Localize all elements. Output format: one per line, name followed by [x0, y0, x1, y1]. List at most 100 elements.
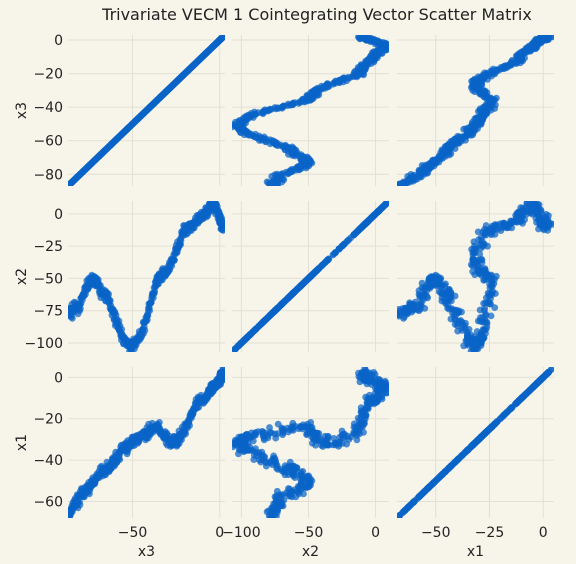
x-axis-label: x1: [467, 544, 484, 560]
scatter-point: [489, 65, 497, 73]
scatter-point: [251, 326, 258, 334]
panel-x2-vs-x3: [68, 194, 225, 352]
points-group: [397, 35, 554, 186]
scatter-point: [219, 217, 225, 224]
panel-x3-vs-x3: [68, 35, 225, 186]
scatter-point: [297, 468, 305, 476]
scatter-point: [77, 305, 84, 312]
scatter-point: [365, 373, 372, 381]
scatter-point: [545, 219, 552, 227]
scatter-point: [291, 288, 299, 295]
scatter-point: [471, 242, 478, 250]
scatter-point: [489, 422, 497, 429]
scatter-point: [458, 308, 465, 316]
points-group: [397, 194, 554, 352]
scatter-point: [441, 282, 449, 289]
scatter-point: [389, 194, 396, 201]
scatter-point: [232, 442, 239, 449]
scatter-point: [288, 143, 296, 151]
panel-x3-vs-x1: [397, 35, 554, 186]
scatter-point: [447, 290, 454, 298]
scatter-point: [472, 256, 480, 264]
scatter-point: [404, 310, 411, 318]
scatter-point: [476, 250, 484, 258]
scatter-point: [493, 94, 500, 102]
scatter-point: [540, 373, 547, 381]
panel-x1-vs-x3: [68, 367, 225, 518]
x-tick-label: −50: [118, 525, 148, 541]
y-tick-label: −40: [33, 100, 63, 116]
scatter-point: [523, 201, 529, 203]
scatter-point: [469, 345, 476, 352]
points-group: [397, 367, 554, 518]
scatter-point: [407, 301, 415, 308]
scatter-panels: [68, 35, 554, 518]
scatter-point: [478, 256, 486, 264]
scatter-point: [429, 273, 436, 281]
scatter-point: [354, 422, 362, 429]
scatter-point: [263, 178, 271, 186]
y-tick-label: −60: [33, 134, 63, 150]
scatter-point: [525, 194, 532, 201]
scatter-point: [209, 194, 216, 201]
points-group: [68, 367, 225, 518]
points-group: [232, 35, 389, 186]
points-group: [68, 35, 225, 186]
scatter-point: [278, 501, 285, 509]
scatter-point: [307, 419, 315, 426]
panel-x2-vs-x1: [397, 194, 554, 352]
scatter-point: [454, 456, 462, 463]
scatter-point: [260, 455, 268, 462]
scatter-point: [116, 456, 124, 463]
scatter-point: [481, 69, 488, 77]
scatter-point: [481, 226, 488, 233]
y-tick-label: −60: [33, 494, 63, 510]
y-tick-label: −25: [33, 239, 63, 255]
scatter-point: [474, 266, 482, 274]
scatter-point: [252, 130, 259, 138]
scatter-point: [251, 108, 258, 116]
scatter-point: [284, 294, 292, 302]
panel-x2-vs-x2: [232, 194, 396, 352]
scatter-point: [480, 307, 488, 315]
scatter-point: [480, 326, 487, 334]
scatter-point: [489, 288, 496, 295]
y-axis-label: x3: [14, 102, 30, 119]
scatter-point: [323, 256, 331, 264]
x-tick-label: −100: [222, 525, 260, 541]
scatter-point: [171, 256, 178, 264]
scatter-point: [487, 312, 495, 320]
scatter-point: [182, 430, 190, 438]
x-tick-label: 0: [215, 525, 224, 541]
scatter-point: [387, 391, 389, 397]
x-axis-label: x3: [138, 544, 155, 560]
scatter-point: [455, 317, 463, 325]
y-tick-label: −50: [33, 271, 63, 287]
scatter-point: [545, 368, 552, 376]
x-tick-label: 0: [539, 525, 548, 541]
scatter-point: [219, 35, 225, 41]
x-axis-label: x2: [302, 544, 319, 560]
scatter-point: [400, 314, 407, 322]
scatter-point: [260, 133, 268, 141]
scatter-point: [271, 493, 279, 501]
scatter-point: [68, 314, 76, 322]
scatter-point: [545, 35, 552, 41]
points-group: [68, 194, 225, 352]
scatter-point: [324, 432, 332, 440]
axes-layer: 0−20−40−60−80x30−25−50−75−100x20−20−40−6…: [14, 33, 548, 560]
scatter-point: [493, 272, 500, 280]
panel-x1-vs-x1: [397, 367, 554, 518]
scatter-point: [306, 480, 314, 488]
scatter-point: [299, 425, 307, 433]
scatter-point: [407, 501, 415, 509]
scatter-point: [288, 463, 296, 470]
x-tick-label: −50: [421, 525, 451, 541]
y-tick-label: −75: [33, 304, 63, 320]
scatter-point: [156, 419, 163, 426]
scatter-point: [105, 290, 112, 298]
scatter-point: [303, 472, 311, 480]
scatter-point: [261, 316, 269, 324]
scatter-point: [356, 430, 363, 438]
scatter-point: [271, 104, 279, 111]
